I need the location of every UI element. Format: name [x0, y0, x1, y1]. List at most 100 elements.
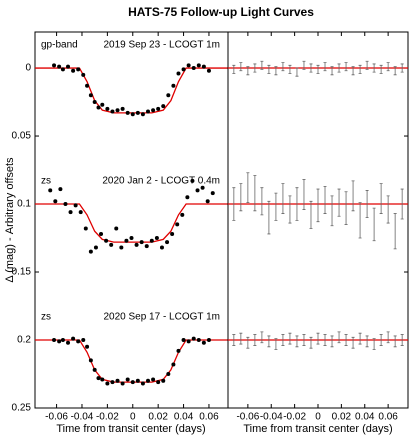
data-point — [63, 202, 68, 207]
x-tick-label: 0.06 — [378, 412, 398, 423]
data-point — [120, 381, 125, 386]
data-point — [200, 185, 205, 190]
error-bar — [330, 66, 334, 76]
data-point — [83, 226, 88, 231]
data-point — [76, 339, 81, 344]
error-bar — [386, 331, 390, 344]
y-tick-label: 0.2 — [17, 335, 31, 346]
data-point — [92, 367, 97, 372]
error-bar — [351, 180, 355, 212]
data-point — [129, 236, 134, 241]
data-point — [151, 108, 156, 113]
data-point — [185, 195, 190, 200]
data-point — [140, 381, 145, 386]
data-point — [171, 83, 176, 88]
dataset-name: gp-band — [41, 40, 78, 51]
data-point — [175, 222, 180, 227]
data-point — [66, 64, 71, 69]
data-point — [99, 231, 104, 236]
error-bar — [267, 200, 271, 235]
y-tick-label: 0.1 — [17, 199, 31, 210]
data-point — [66, 340, 71, 345]
dataset-name: zs — [41, 176, 51, 187]
error-bar — [365, 60, 369, 70]
error-bar — [323, 334, 327, 346]
data-point — [190, 178, 195, 183]
data-point — [115, 108, 120, 113]
data-point — [135, 110, 140, 115]
error-bar — [379, 183, 383, 214]
data-point — [76, 67, 81, 72]
data-point — [58, 187, 63, 192]
data-point — [93, 245, 98, 250]
error-bar — [400, 188, 404, 220]
data-point — [71, 336, 76, 341]
error-bar — [358, 332, 362, 345]
data-point — [88, 358, 93, 363]
error-bar — [344, 334, 348, 346]
data-point — [71, 68, 76, 73]
dataset-label: 2020 Sep 17 - LCOGT 1m — [103, 312, 220, 323]
error-bar — [246, 66, 250, 76]
data-point — [151, 377, 156, 382]
data-point — [57, 339, 62, 344]
error-bar — [288, 64, 292, 74]
data-point — [191, 66, 196, 71]
data-point — [124, 238, 129, 243]
x-tick-label: -0.06 — [45, 412, 68, 423]
x-tick-label: 0.06 — [199, 412, 219, 423]
data-point — [170, 231, 175, 236]
data-point — [125, 110, 130, 115]
error-bar — [281, 183, 285, 214]
error-bar — [344, 62, 348, 72]
data-point — [96, 376, 101, 381]
error-bar — [232, 334, 236, 346]
data-point — [100, 377, 105, 382]
error-bar — [365, 190, 369, 219]
x-tick-label: -0.04 — [260, 412, 283, 423]
model-curve — [35, 203, 228, 243]
error-bar — [351, 66, 355, 76]
data-point — [134, 242, 139, 247]
data-point — [96, 105, 101, 110]
error-bar — [400, 63, 404, 73]
data-point — [130, 380, 135, 385]
data-point — [201, 64, 206, 69]
data-point — [149, 238, 154, 243]
data-point — [139, 240, 144, 245]
x-tick-label: 0.04 — [174, 412, 194, 423]
error-bar — [372, 338, 376, 350]
data-point — [166, 372, 171, 377]
error-bar — [337, 188, 341, 217]
y-tick-label: 0 — [25, 63, 31, 74]
data-point — [52, 338, 57, 343]
x-tick-label: -0.06 — [236, 412, 259, 423]
error-bar — [393, 66, 397, 76]
data-point — [110, 109, 115, 114]
data-point — [201, 340, 206, 345]
x-axis-title: Time from transit center (days) — [243, 423, 392, 435]
error-bar — [274, 338, 278, 350]
error-bar — [239, 183, 243, 212]
error-bar — [267, 335, 271, 348]
data-point — [146, 109, 151, 114]
model-curve — [35, 339, 228, 383]
data-point — [176, 348, 181, 353]
y-tick-label: 0.25 — [12, 403, 32, 414]
error-bar — [302, 179, 306, 210]
error-bar — [253, 334, 257, 346]
error-bar — [288, 332, 292, 345]
y-tick-label: 0.05 — [12, 131, 32, 142]
error-bar — [393, 213, 397, 250]
error-bar — [246, 172, 250, 204]
error-bar — [386, 195, 390, 224]
x-axis-title: Time from transit center (days) — [56, 423, 205, 435]
error-bar — [316, 188, 320, 223]
error-bar — [295, 67, 299, 77]
data-point — [146, 378, 151, 383]
data-point — [85, 83, 90, 88]
error-bar — [281, 334, 285, 346]
data-point — [105, 106, 110, 111]
data-point — [186, 339, 191, 344]
dataset-label: 2019 Sep 23 - LCOGT 1m — [103, 40, 220, 51]
